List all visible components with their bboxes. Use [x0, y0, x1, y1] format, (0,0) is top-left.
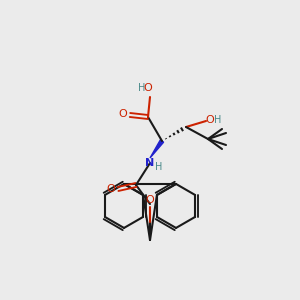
Text: N: N — [146, 158, 154, 168]
Text: H: H — [138, 83, 146, 93]
Text: O: O — [106, 184, 116, 194]
Text: O: O — [144, 83, 152, 93]
Text: O: O — [146, 195, 154, 205]
Text: O: O — [206, 115, 214, 125]
Text: H: H — [214, 115, 222, 125]
Polygon shape — [150, 140, 164, 158]
Text: H: H — [155, 162, 163, 172]
Text: O: O — [118, 109, 127, 119]
